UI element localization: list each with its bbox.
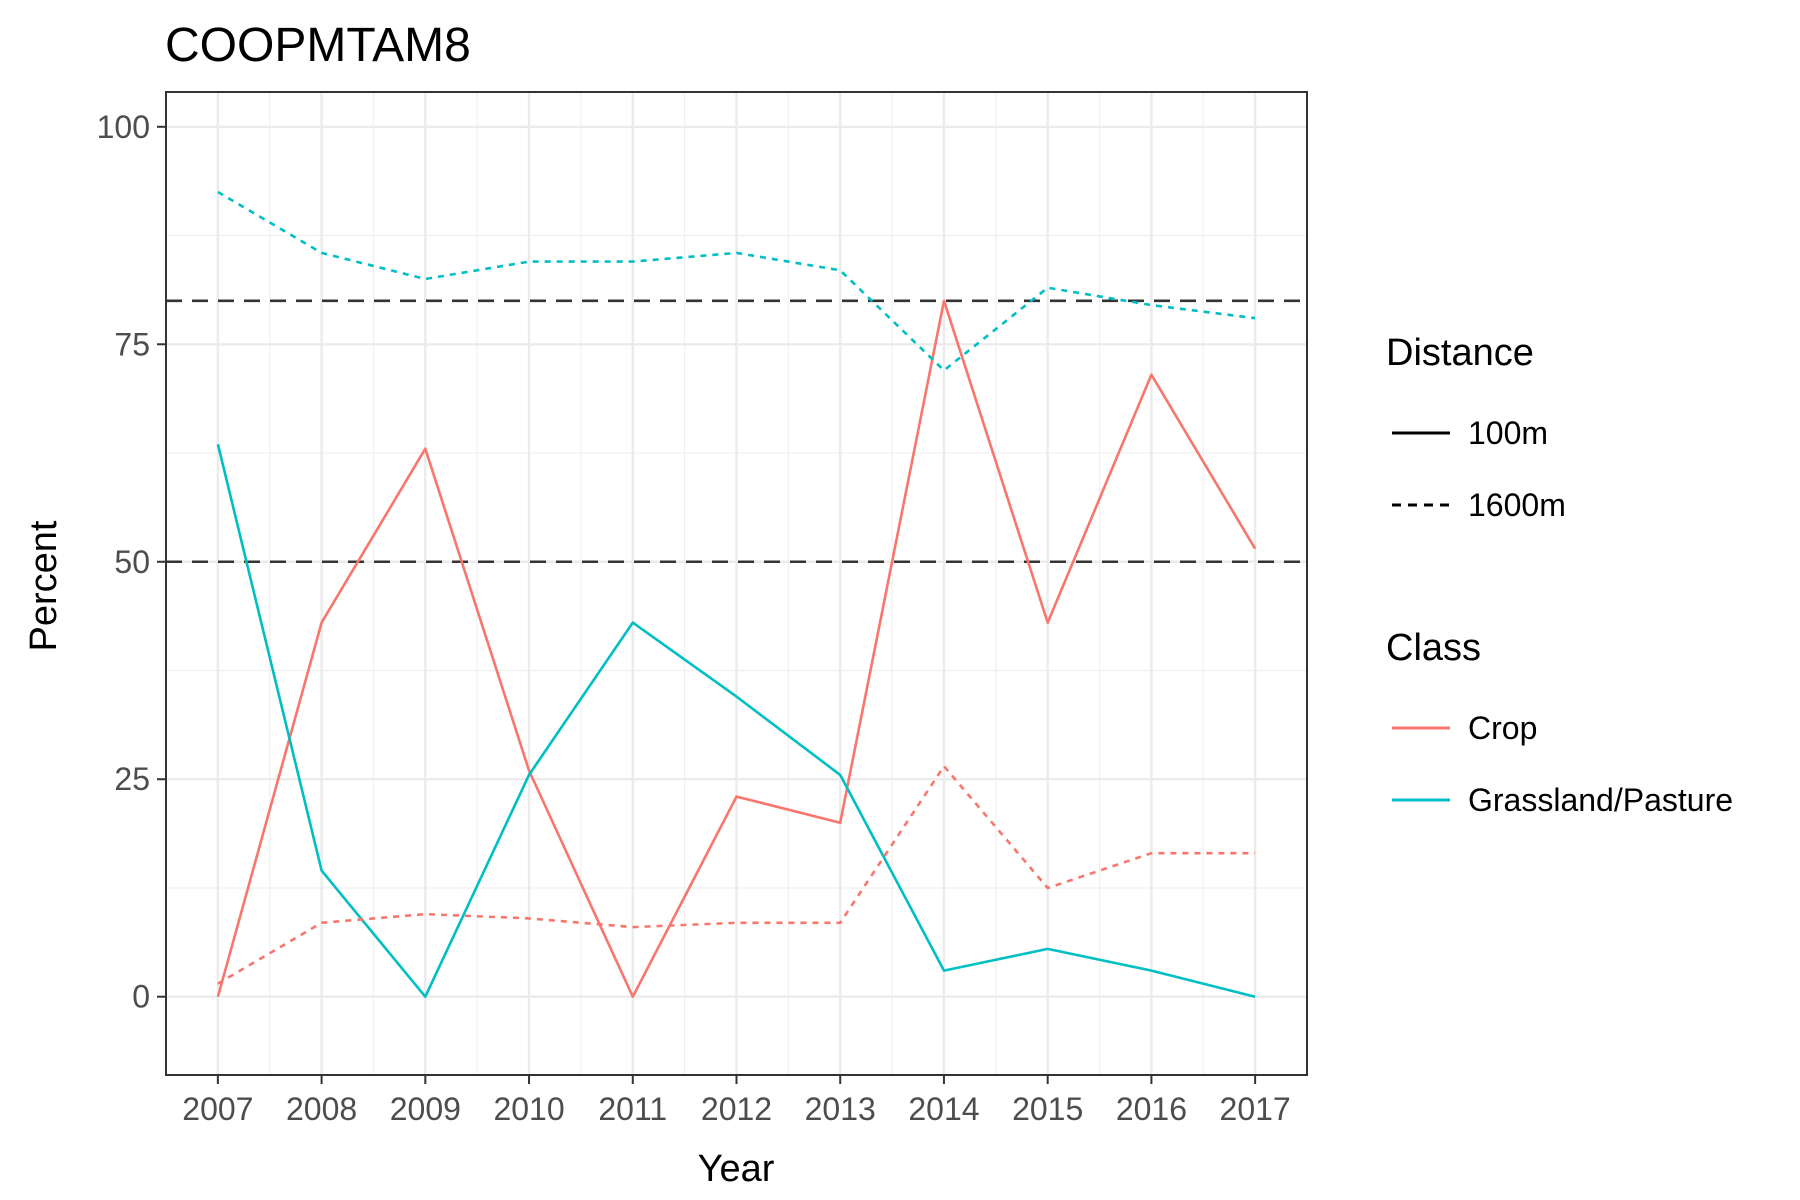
x-axis: 2007 2008 2009 2010 2011 2012 2013 2014 2015 2016… <box>182 1075 1291 1127</box>
y-tick-label: 100 <box>97 109 150 145</box>
x-tick-label: 2016 <box>1116 1091 1187 1127</box>
x-tick-label: 2014 <box>908 1091 979 1127</box>
y-axis-title: Percent <box>23 520 65 651</box>
series-line-grassland-pasture-100m <box>216 443 1256 999</box>
x-tick-label: 2009 <box>390 1091 461 1127</box>
series-line-crop-1600m <box>217 764 1256 985</box>
legend-title-class: Class <box>1386 627 1481 669</box>
grid-major <box>166 92 1307 1075</box>
legend-label: 1600m <box>1468 487 1566 523</box>
legend-label: Crop <box>1468 710 1537 746</box>
series-line-crop-100m <box>216 299 1257 999</box>
x-tick-label: 2017 <box>1220 1091 1291 1127</box>
legend: Distance 100m 1600m Class Crop Grassland/Past… <box>1386 332 1733 818</box>
y-tick-label: 25 <box>114 761 150 797</box>
y-tick-label: 0 <box>132 979 150 1015</box>
x-tick-label: 2015 <box>1012 1091 1083 1127</box>
x-axis-title: Year <box>698 1148 775 1190</box>
chart-title: COOPMTAM8 <box>165 19 471 72</box>
legend-label: 100m <box>1468 415 1548 451</box>
x-tick-label: 2011 <box>598 1091 667 1127</box>
x-tick-label: 2013 <box>805 1091 876 1127</box>
series-lines <box>216 190 1257 999</box>
legend-label: Grassland/Pasture <box>1468 782 1733 818</box>
y-tick-label: 50 <box>114 544 150 580</box>
x-tick-label: 2008 <box>286 1091 357 1127</box>
x-tick-label: 2007 <box>182 1091 253 1127</box>
y-axis: 0 25 50 75 100 <box>97 109 166 1015</box>
series-line-grassland-pasture-1600m <box>217 190 1256 372</box>
y-tick-label: 75 <box>114 326 150 362</box>
legend-title-distance: Distance <box>1386 332 1534 374</box>
reference-lines <box>166 299 1307 564</box>
x-tick-label: 2010 <box>493 1091 564 1127</box>
x-tick-label: 2012 <box>701 1091 772 1127</box>
